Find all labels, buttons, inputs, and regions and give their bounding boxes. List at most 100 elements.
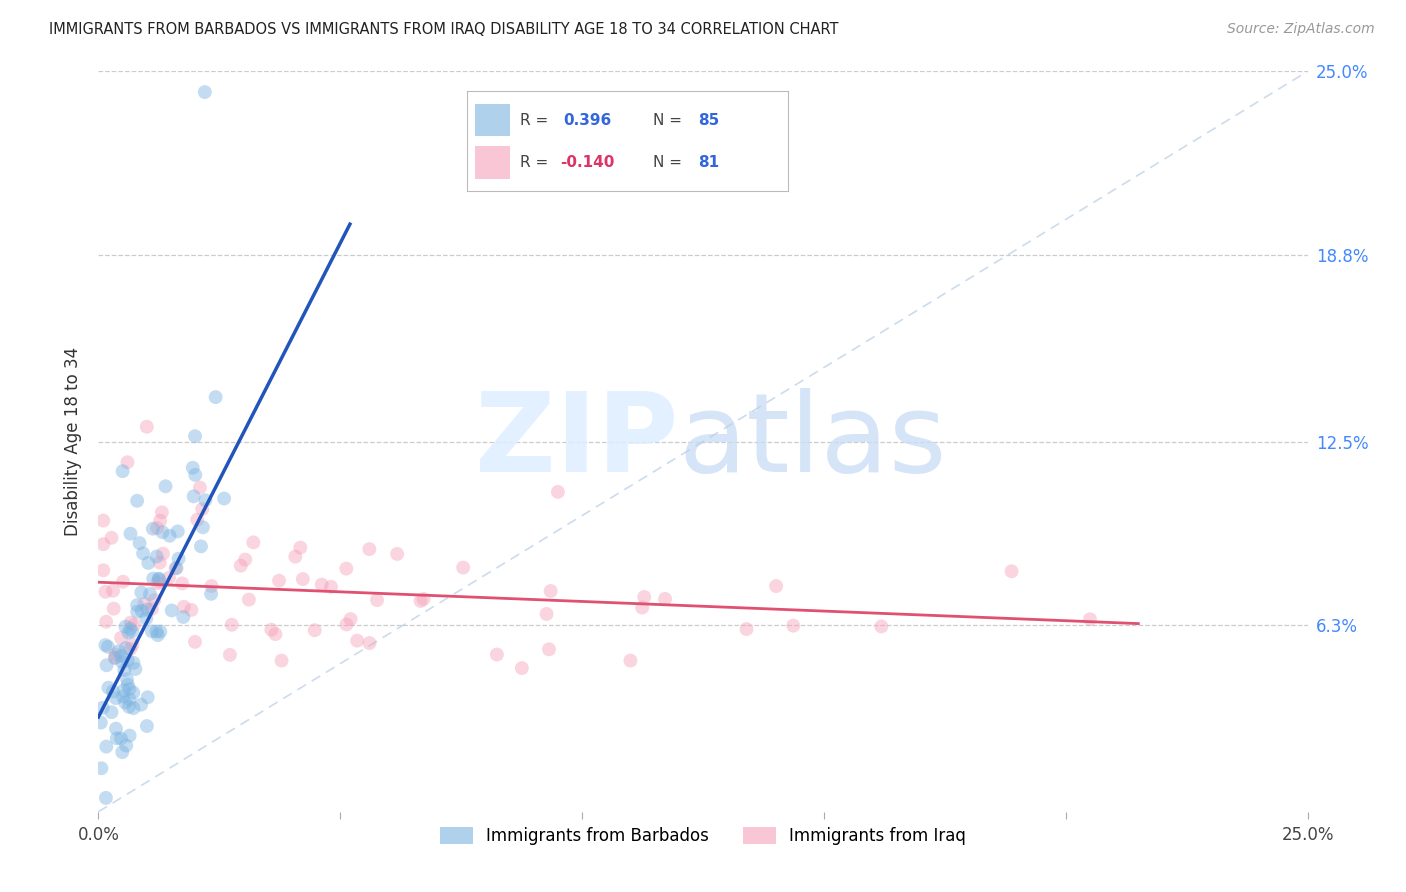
Point (180, 603, 202, 617)
Point (120, 641, 142, 656)
Point (451, 560, 474, 574)
Point (97, 681, 120, 695)
Point (184, 429, 207, 443)
Point (94, 790, 117, 805)
Point (165, 561, 187, 575)
Point (359, 542, 381, 557)
Point (125, 598, 148, 612)
Point (319, 580, 342, 594)
Point (194, 493, 217, 508)
Point (782, 618, 804, 632)
Point (104, 648, 127, 662)
Point (121, 624, 143, 639)
Point (105, 731, 128, 746)
Point (136, 690, 159, 705)
Point (536, 607, 558, 621)
Point (94, 584, 117, 599)
Point (212, 491, 235, 506)
Point (143, 593, 166, 607)
Point (104, 691, 127, 706)
Point (335, 617, 357, 632)
Point (111, 574, 134, 589)
Point (118, 699, 141, 714)
Point (90, 761, 112, 775)
Point (633, 590, 655, 604)
Point (166, 561, 188, 575)
Point (184, 467, 207, 482)
Point (485, 648, 508, 662)
Point (120, 526, 142, 541)
Point (359, 636, 381, 650)
Point (101, 684, 124, 698)
Point (96, 658, 118, 673)
Point (149, 514, 172, 528)
Point (537, 642, 560, 657)
Point (631, 600, 654, 615)
Point (139, 587, 162, 601)
Point (96, 615, 118, 629)
Point (200, 579, 222, 593)
Legend: Immigrants from Barbados, Immigrants from Iraq: Immigrants from Barbados, Immigrants fro… (433, 820, 973, 852)
Point (148, 572, 170, 586)
Point (134, 597, 156, 611)
Point (104, 722, 127, 736)
Point (366, 593, 388, 607)
Point (166, 524, 188, 539)
Point (104, 650, 127, 665)
Point (111, 655, 134, 669)
Point (141, 624, 163, 639)
Point (131, 585, 153, 599)
Point (619, 654, 641, 668)
Point (304, 624, 326, 638)
Point (127, 605, 149, 619)
Point (111, 464, 134, 478)
Point (128, 536, 150, 550)
Point (91, 514, 114, 528)
Point (129, 698, 152, 712)
Point (117, 625, 139, 640)
Point (765, 579, 787, 593)
Point (111, 745, 134, 759)
Point (409, 594, 432, 608)
Point (191, 520, 214, 534)
Point (238, 592, 260, 607)
Point (291, 572, 314, 586)
Point (149, 556, 172, 570)
Point (219, 648, 242, 662)
Text: IMMIGRANTS FROM BARBADOS VS IMMIGRANTS FROM IRAQ DISABILITY AGE 18 TO 34 CORRELA: IMMIGRANTS FROM BARBADOS VS IMMIGRANTS F… (49, 22, 839, 37)
Point (114, 620, 136, 634)
Point (267, 574, 290, 588)
Point (200, 587, 222, 601)
Point (142, 572, 165, 586)
Point (146, 521, 169, 535)
Point (385, 547, 408, 561)
Point (122, 618, 145, 632)
Text: Source: ZipAtlas.com: Source: ZipAtlas.com (1227, 22, 1375, 37)
Point (118, 692, 141, 706)
Point (1000, 564, 1022, 578)
Point (654, 591, 676, 606)
Point (346, 633, 368, 648)
Point (191, 502, 214, 516)
Point (155, 479, 177, 493)
Point (547, 484, 569, 499)
Point (100, 531, 122, 545)
Point (270, 654, 292, 668)
Point (184, 635, 207, 649)
Point (115, 739, 138, 753)
Point (284, 549, 307, 564)
Point (117, 455, 139, 469)
Point (94, 638, 117, 652)
Point (167, 551, 190, 566)
Point (96, 739, 118, 754)
Point (120, 615, 142, 630)
Point (122, 685, 145, 699)
Point (124, 662, 146, 676)
Point (145, 549, 167, 564)
Point (101, 583, 124, 598)
Point (160, 603, 183, 617)
Point (870, 619, 893, 633)
Point (412, 592, 434, 607)
Point (145, 624, 167, 639)
Point (152, 547, 174, 561)
